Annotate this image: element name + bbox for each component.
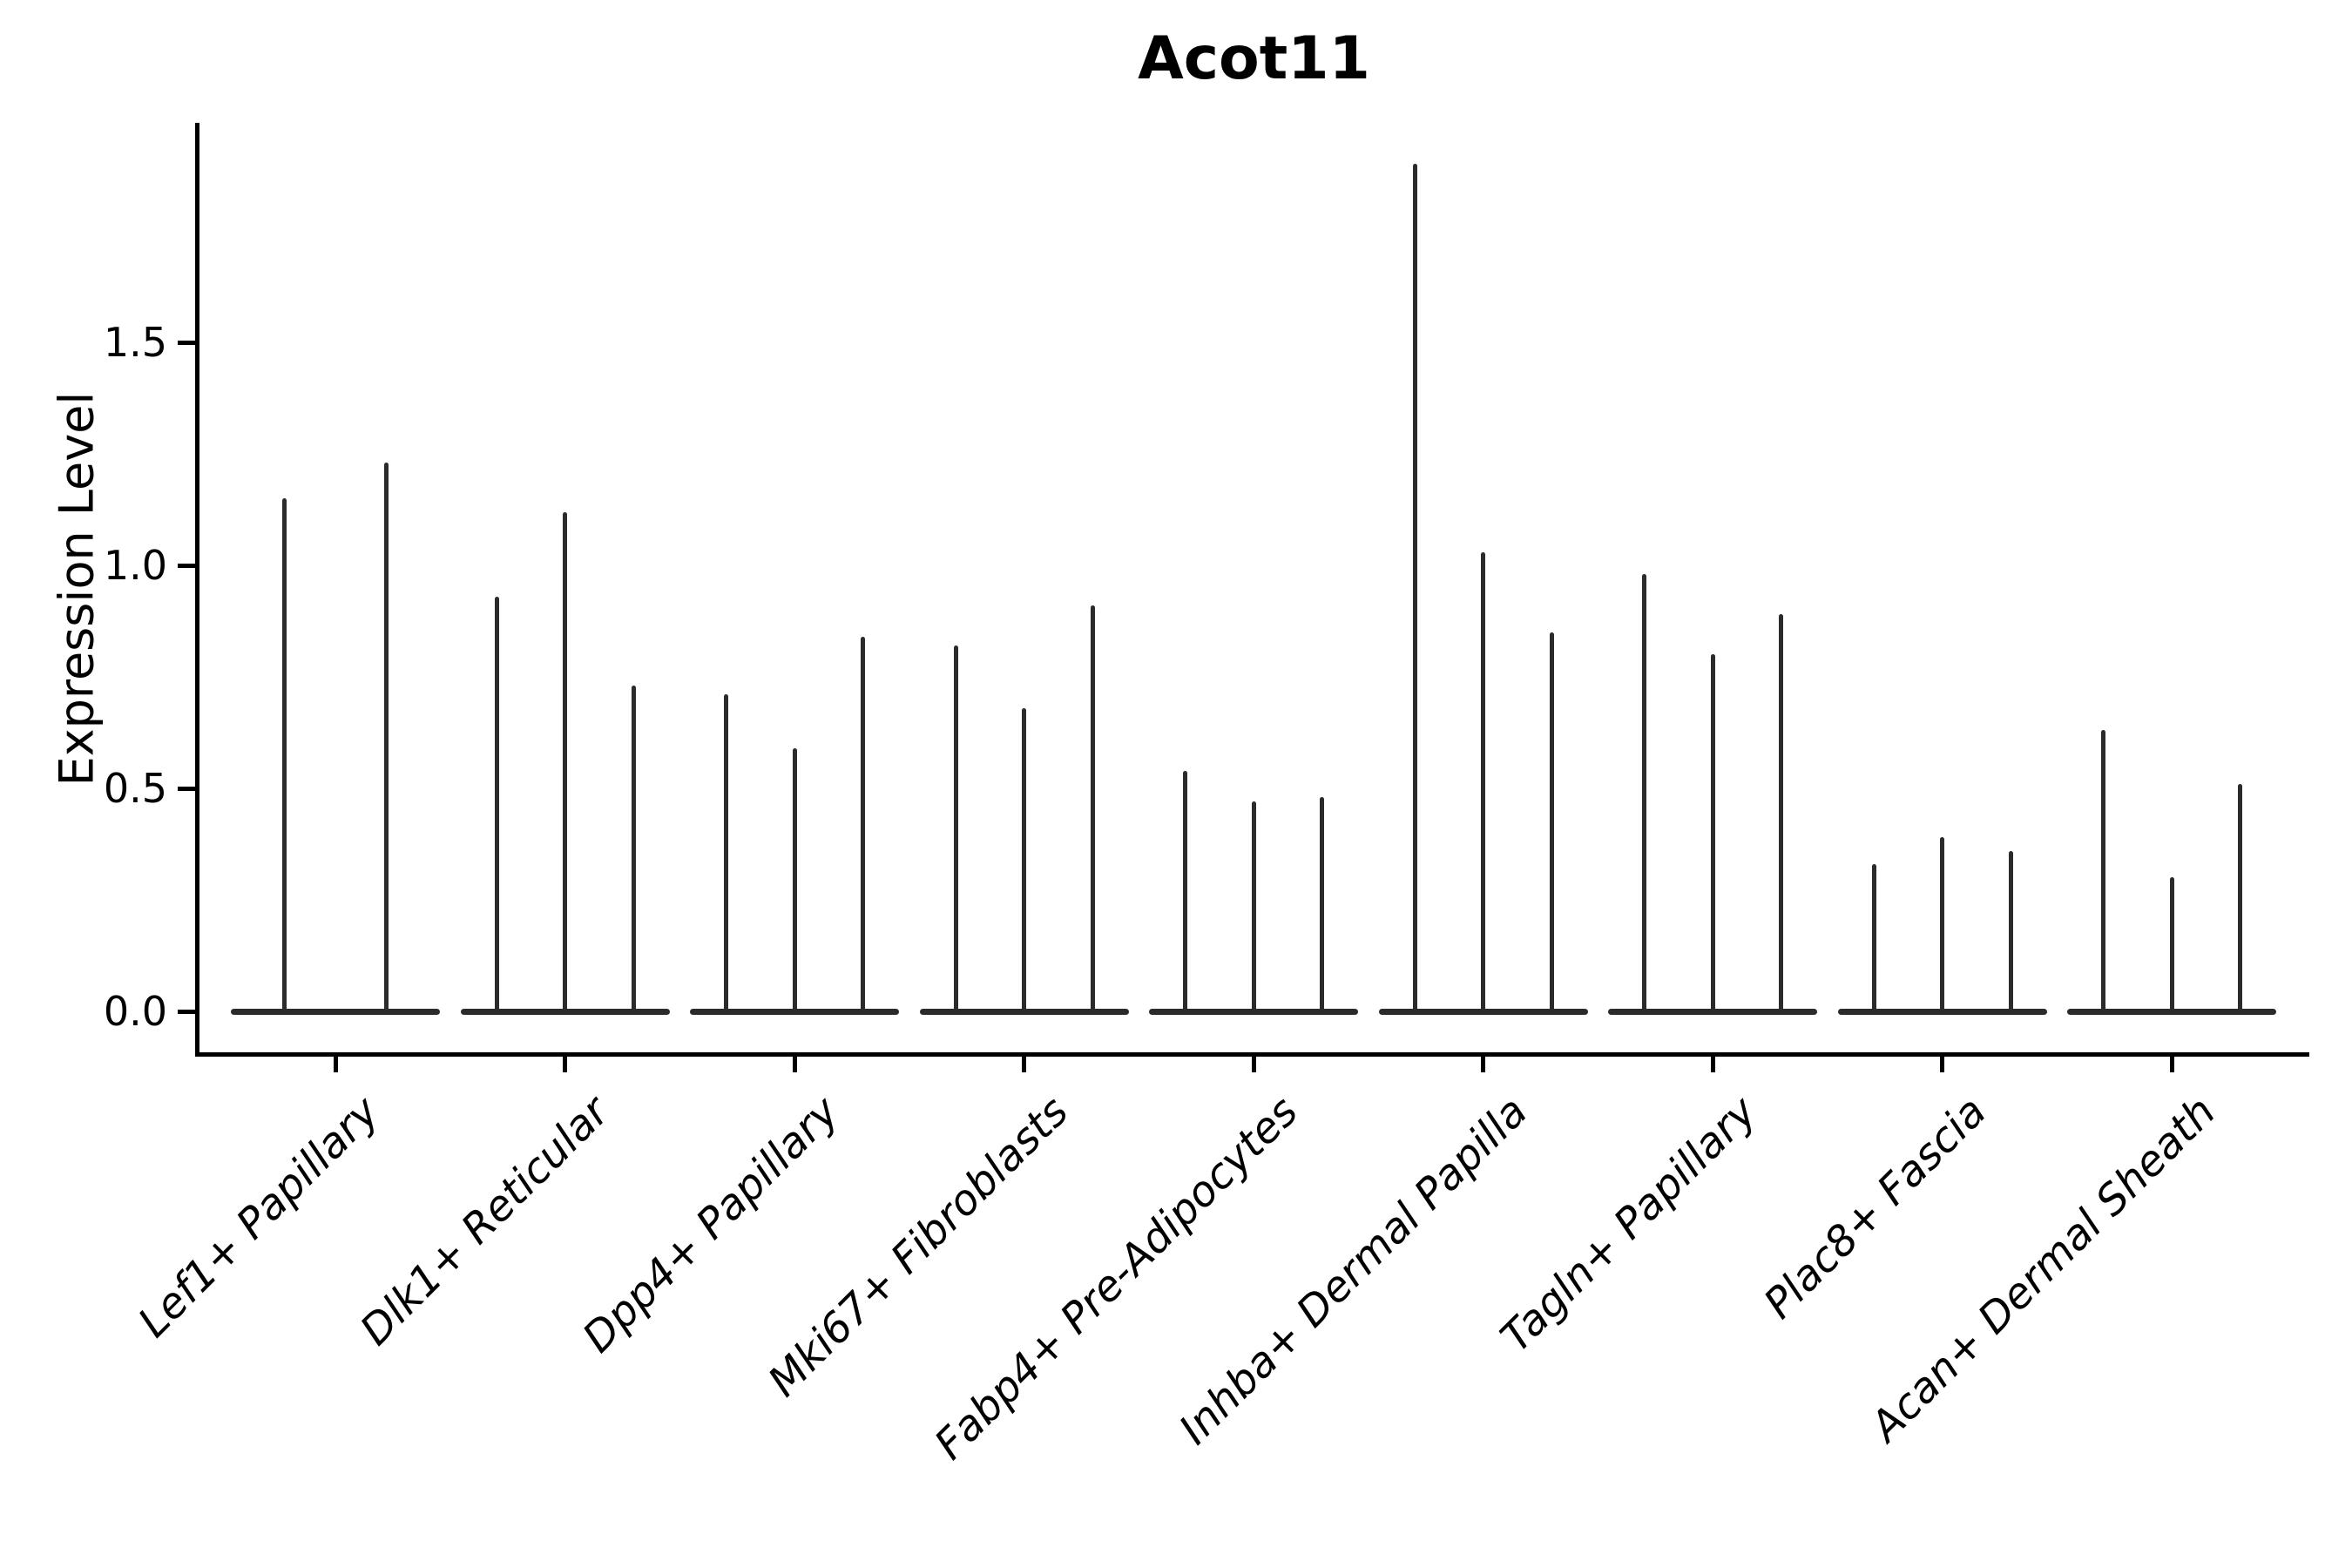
violin-spike (1779, 614, 1783, 1013)
x-tick-label: Lef1+ Papillary (129, 1087, 389, 1348)
violin-spike (1251, 801, 1256, 1013)
x-tick-label: Tagln+ Papillary (1491, 1087, 1767, 1362)
x-tick-mark (1251, 1057, 1256, 1072)
violin-spike (724, 694, 728, 1013)
x-tick-mark (333, 1057, 338, 1072)
x-tick-mark (792, 1057, 797, 1072)
plot-title: Acot11 (1138, 24, 1370, 93)
y-tick-label: 1.0 (103, 542, 167, 589)
x-tick-mark (1481, 1057, 1485, 1072)
violin-spike (2101, 730, 2105, 1013)
y-tick-mark (178, 1010, 195, 1014)
y-tick-label: 0.0 (103, 988, 167, 1035)
y-axis-spine (195, 123, 199, 1057)
violin-spike (1090, 605, 1095, 1013)
violin-spike (1642, 574, 1646, 1013)
violin-spike (631, 686, 636, 1013)
violin-spike (1940, 837, 1944, 1013)
violin-spike (2238, 783, 2242, 1013)
violin-spike (1183, 770, 1187, 1013)
violin-spike (1871, 864, 1876, 1013)
violin-spike (1320, 797, 1324, 1013)
violin-spike (282, 498, 287, 1013)
violin-spike (494, 596, 499, 1013)
y-tick-mark (178, 564, 195, 568)
violin-spike (1022, 707, 1026, 1013)
x-tick-mark (1022, 1057, 1026, 1072)
x-tick-label: Dpp4+ Papillary (573, 1087, 848, 1362)
violin-spike (2169, 877, 2174, 1013)
violin-spike (384, 463, 389, 1013)
violin-zero-baseline (231, 1009, 440, 1015)
violin-spike (1710, 654, 1715, 1013)
violin-spike (953, 645, 958, 1013)
x-tick-mark (1710, 1057, 1715, 1072)
violin-spike (792, 747, 797, 1013)
violin-spike (1549, 632, 1554, 1013)
x-axis-spine (195, 1052, 2309, 1057)
x-tick-mark (2169, 1057, 2174, 1072)
x-tick-label: Plac8+ Fascia (1754, 1087, 1997, 1328)
x-tick-label: Dlk1+ Reticular (350, 1087, 619, 1355)
violin-spike (861, 636, 865, 1013)
y-tick-mark (178, 787, 195, 791)
violin-spike (2008, 850, 2013, 1013)
y-tick-mark (178, 341, 195, 345)
violin-spike (1481, 551, 1485, 1013)
violin-spike (563, 511, 567, 1013)
y-tick-label: 0.5 (103, 765, 167, 812)
x-tick-mark (1940, 1057, 1944, 1072)
x-tick-mark (563, 1057, 567, 1072)
y-tick-label: 1.5 (103, 319, 167, 366)
violin-spike (1412, 164, 1417, 1013)
x-tick-label: Fabp4+ Pre-Adipocytes (925, 1087, 1308, 1470)
